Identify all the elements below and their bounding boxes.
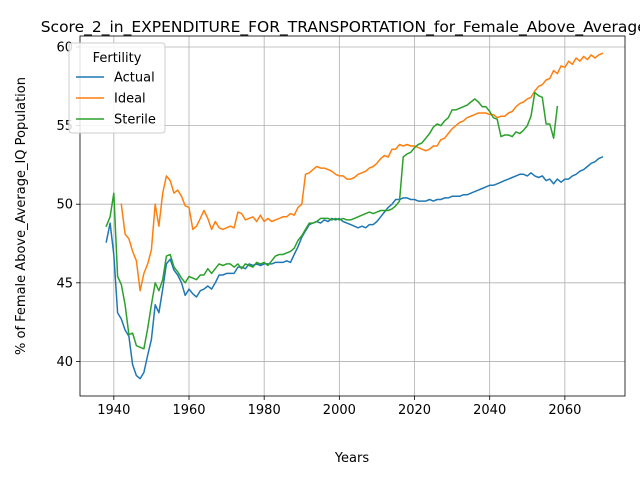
series-line-actual: [105, 156, 604, 380]
y-tick-label: 45: [56, 276, 73, 291]
x-tick-label: 1980: [248, 403, 281, 418]
x-tick-label: 2060: [548, 403, 581, 418]
legend-box: [68, 42, 166, 134]
legend-title: Fertility: [93, 51, 142, 66]
chart-title: Score_2_in_EXPENDITURE_FOR_TRANSPORTATIO…: [41, 18, 640, 37]
y-tick-label: 50: [56, 198, 73, 213]
x-tick-label: 2040: [473, 403, 506, 418]
legend-label-ideal: Ideal: [114, 92, 146, 107]
x-axis-label: Years: [334, 451, 370, 466]
grid-lines: [80, 36, 625, 396]
x-tick-label: 1940: [97, 403, 130, 418]
x-tick-label: 1960: [172, 403, 205, 418]
legend-label-sterile: Sterile: [114, 113, 156, 128]
legend-label-actual: Actual: [114, 71, 155, 86]
plot-frame: [79, 35, 626, 397]
x-axis-ticks: 1940 1960 1980 2000 2020 2040 2060: [97, 396, 581, 418]
series-lines: [105, 52, 604, 380]
y-axis-label: % of Female Above_Average_IQ Population: [14, 77, 29, 355]
x-tick-label: 2000: [323, 403, 356, 418]
series-line-ideal: [120, 52, 604, 292]
x-tick-label: 2020: [398, 403, 431, 418]
series-line-sterile: [105, 91, 559, 350]
y-tick-label: 40: [56, 355, 73, 370]
legend: Fertility Actual Ideal Sterile: [68, 42, 166, 134]
